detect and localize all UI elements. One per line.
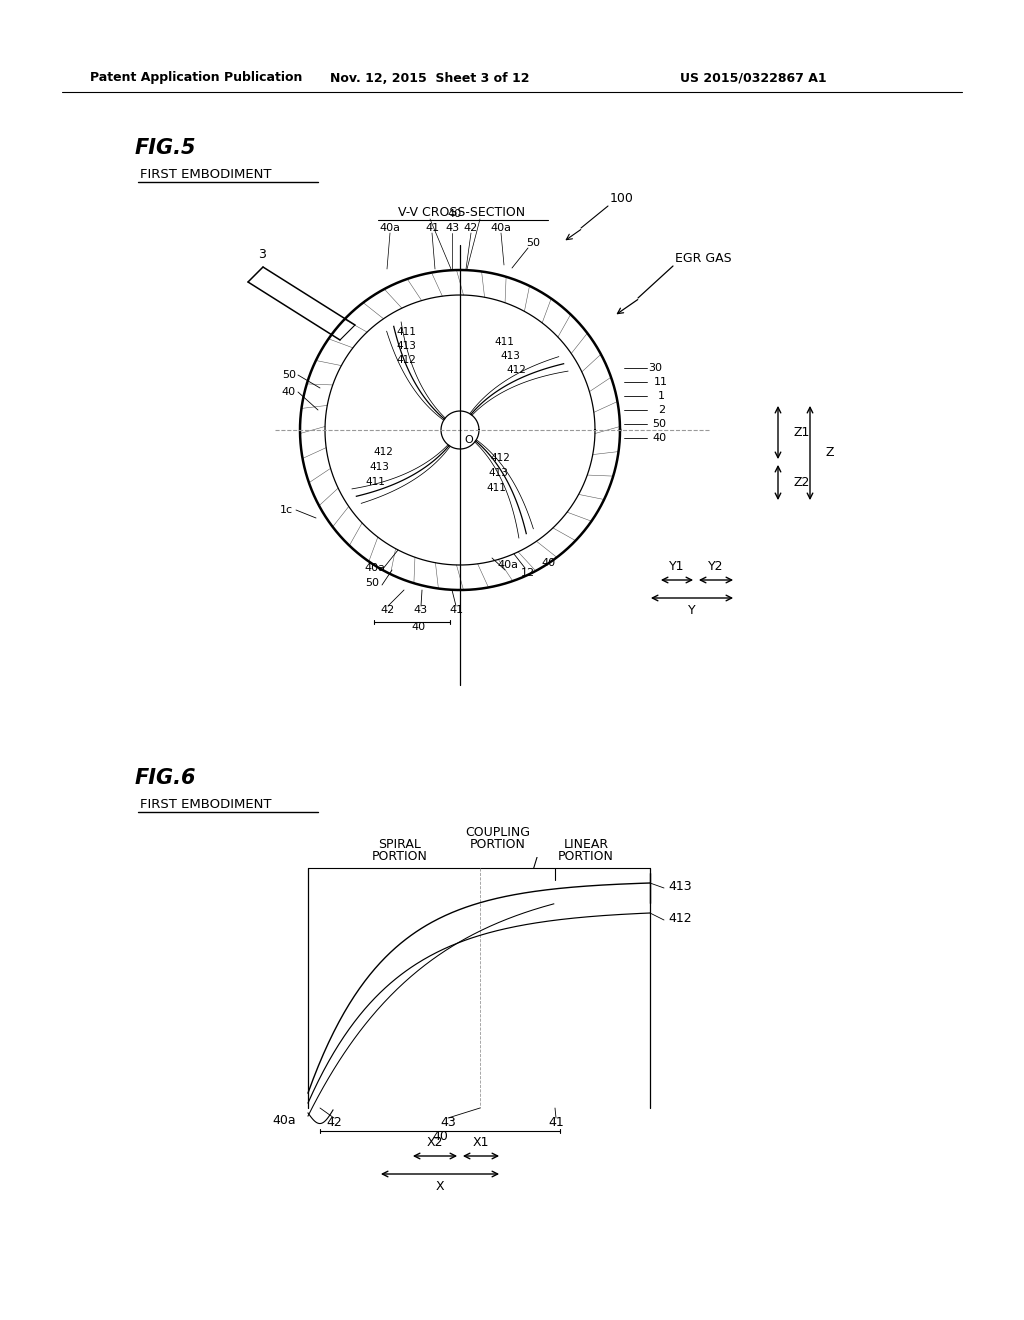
- Text: 2: 2: [658, 405, 666, 414]
- Text: 40: 40: [282, 387, 296, 397]
- Text: 412: 412: [396, 355, 416, 366]
- Text: 50: 50: [526, 238, 540, 248]
- Text: Nov. 12, 2015  Sheet 3 of 12: Nov. 12, 2015 Sheet 3 of 12: [331, 71, 529, 84]
- Text: 12: 12: [521, 568, 536, 578]
- Text: 40: 40: [411, 622, 425, 632]
- Text: 40a: 40a: [498, 560, 518, 570]
- Text: 40: 40: [447, 209, 462, 219]
- Text: 412: 412: [506, 366, 526, 375]
- Text: 40: 40: [432, 1130, 447, 1143]
- Text: FIRST EMBODIMENT: FIRST EMBODIMENT: [140, 169, 271, 181]
- Text: 42: 42: [326, 1115, 342, 1129]
- Text: US 2015/0322867 A1: US 2015/0322867 A1: [680, 71, 826, 84]
- Text: 42: 42: [464, 223, 478, 234]
- Text: O: O: [465, 436, 473, 445]
- Text: 43: 43: [414, 605, 428, 615]
- Text: 43: 43: [440, 1115, 456, 1129]
- Text: 411: 411: [366, 477, 385, 487]
- Text: 413: 413: [488, 469, 508, 478]
- Text: Z: Z: [826, 446, 835, 459]
- Text: 412: 412: [373, 447, 393, 457]
- Text: LINEAR: LINEAR: [563, 837, 608, 850]
- Text: 412: 412: [668, 912, 691, 924]
- Text: Y2: Y2: [709, 561, 724, 573]
- Text: 412: 412: [490, 453, 510, 463]
- Text: Patent Application Publication: Patent Application Publication: [90, 71, 302, 84]
- Text: 40a: 40a: [490, 223, 512, 234]
- Text: 413: 413: [668, 879, 691, 892]
- Text: 30: 30: [648, 363, 662, 374]
- Text: Z1: Z1: [794, 426, 810, 440]
- Text: Z2: Z2: [794, 477, 810, 488]
- Text: 1c: 1c: [280, 506, 293, 515]
- Text: 42: 42: [381, 605, 395, 615]
- Text: 40a: 40a: [272, 1114, 296, 1126]
- Text: X1: X1: [473, 1137, 489, 1150]
- Text: Y1: Y1: [670, 561, 685, 573]
- Text: FIG.6: FIG.6: [135, 768, 197, 788]
- Text: 43: 43: [445, 223, 459, 234]
- Text: PORTION: PORTION: [372, 850, 428, 863]
- Text: V-V CROSS-SECTION: V-V CROSS-SECTION: [398, 206, 525, 219]
- Text: 50: 50: [652, 418, 666, 429]
- Text: 411: 411: [396, 327, 416, 337]
- Text: 40a: 40a: [380, 223, 400, 234]
- Text: PORTION: PORTION: [558, 850, 614, 863]
- Text: FIG.5: FIG.5: [135, 139, 197, 158]
- Text: 41: 41: [548, 1115, 564, 1129]
- Text: X2: X2: [427, 1137, 443, 1150]
- Text: 413: 413: [396, 341, 416, 351]
- Text: Y: Y: [688, 605, 696, 618]
- Text: X: X: [435, 1180, 444, 1193]
- Text: 3: 3: [258, 248, 266, 261]
- Text: 413: 413: [500, 351, 520, 360]
- Text: 1: 1: [658, 391, 665, 401]
- Text: 11: 11: [654, 378, 668, 387]
- Text: EGR GAS: EGR GAS: [675, 252, 731, 264]
- Text: 413: 413: [369, 462, 389, 473]
- Text: SPIRAL: SPIRAL: [379, 837, 422, 850]
- Text: 100: 100: [610, 191, 634, 205]
- Text: 40a: 40a: [365, 564, 385, 573]
- Text: 41: 41: [449, 605, 463, 615]
- Text: 41: 41: [425, 223, 439, 234]
- Text: /: /: [532, 855, 538, 870]
- Text: 40: 40: [652, 433, 667, 444]
- Text: PORTION: PORTION: [470, 838, 526, 851]
- Text: 411: 411: [494, 337, 514, 347]
- Text: 40: 40: [541, 558, 555, 568]
- Text: 50: 50: [282, 370, 296, 380]
- Text: 50: 50: [365, 578, 379, 587]
- Text: FIRST EMBODIMENT: FIRST EMBODIMENT: [140, 799, 271, 812]
- Text: 411: 411: [486, 483, 506, 492]
- Text: COUPLING: COUPLING: [466, 825, 530, 838]
